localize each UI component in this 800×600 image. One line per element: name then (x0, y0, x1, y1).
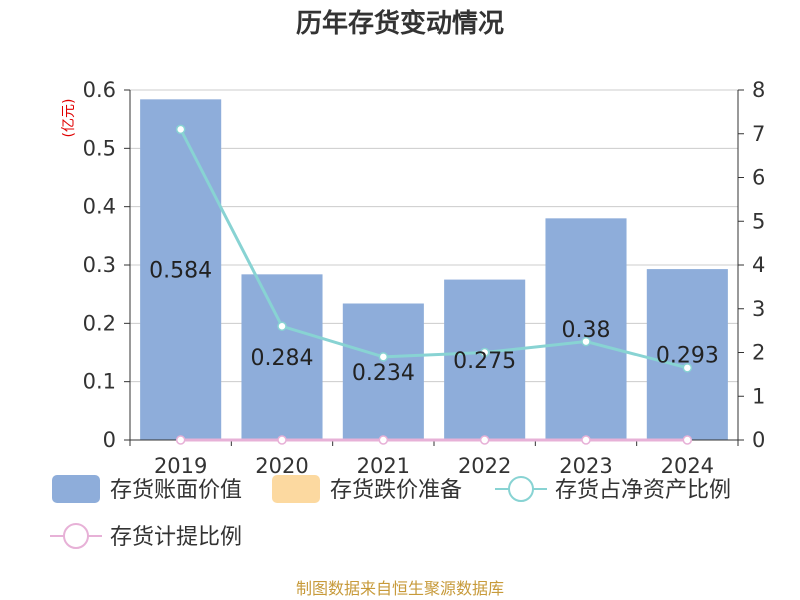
bar-series (140, 99, 728, 440)
source-note: 制图数据来自恒生聚源数据库 (296, 579, 504, 598)
y-right-tick-label: 8 (752, 78, 765, 102)
data-label: 0.38 (562, 318, 611, 343)
y-right-tick-label: 4 (752, 253, 765, 277)
y-right-tick-label: 1 (752, 384, 765, 408)
line-series (175, 124, 693, 445)
x-tick-label: 2024 (661, 454, 714, 478)
line-point (277, 321, 287, 331)
y-right-tick-label: 2 (752, 341, 765, 365)
data-label: 0.275 (453, 349, 516, 374)
x-tick-label: 2021 (357, 454, 410, 478)
legend-label: 存货账面价值 (110, 478, 242, 503)
x-tick-label: 2020 (255, 454, 308, 478)
y-axis-unit-label: (亿元) (61, 99, 77, 138)
legend-marker (508, 476, 534, 502)
line-point (682, 435, 693, 445)
line-point (378, 352, 389, 362)
y-left-tick-label: 0.3 (83, 253, 116, 277)
line-point (479, 347, 490, 358)
bar (140, 99, 222, 440)
y-left-tick-label: 0.2 (83, 311, 116, 335)
y-right-tick-label: 3 (752, 297, 765, 321)
data-label: 0.284 (251, 346, 314, 371)
y-right-tick-label: 5 (752, 209, 765, 233)
legend-swatch (52, 475, 100, 503)
y-right-tick-label: 7 (752, 122, 765, 146)
bar (241, 274, 323, 440)
legend-label: 存货计提比例 (110, 525, 242, 550)
data-label: 0.584 (149, 259, 212, 284)
chart-title: 历年存货变动情况 (296, 8, 504, 39)
y-right-tick-label: 6 (752, 166, 765, 190)
bar (545, 218, 627, 440)
bar (444, 279, 526, 440)
bar (342, 303, 424, 440)
line-point (581, 336, 591, 347)
x-tick-label: 2022 (458, 454, 511, 478)
y-left-tick-label: 0.4 (83, 195, 116, 219)
y-left-tick-label: 0.1 (83, 370, 116, 394)
line-point (682, 363, 693, 373)
data-labels: 0.584 0.284 0.234 0.275 0.38 0.293 (149, 259, 719, 386)
x-tick-label: 2019 (154, 454, 207, 478)
line-point (277, 435, 287, 445)
line-point (378, 435, 389, 445)
legend-marker (63, 523, 89, 549)
axes: 0 0.1 0.2 0.3 0.4 0.5 0.6 0 1 2 3 4 5 6 7 8 2019 2020 2021… (83, 78, 766, 478)
y-left-tick-label: 0.6 (83, 78, 116, 102)
line-point (479, 435, 490, 445)
y-left-tick-label: 0 (103, 428, 116, 452)
y-right-tick-label: 0 (752, 428, 765, 452)
legend-label: 存货跌价准备 (330, 478, 462, 503)
line-point (581, 435, 591, 445)
x-tick-label: 2023 (559, 454, 612, 478)
data-label: 0.293 (656, 344, 719, 369)
series-line (179, 128, 688, 370)
legend-label: 存货占净资产比例 (555, 478, 731, 503)
line-point (175, 124, 186, 135)
line-point (175, 435, 186, 445)
grid (130, 89, 738, 441)
y-left-tick-label: 0.5 (83, 136, 116, 160)
data-label: 0.234 (352, 361, 415, 386)
legend-swatch (272, 475, 320, 503)
bar (646, 269, 728, 440)
